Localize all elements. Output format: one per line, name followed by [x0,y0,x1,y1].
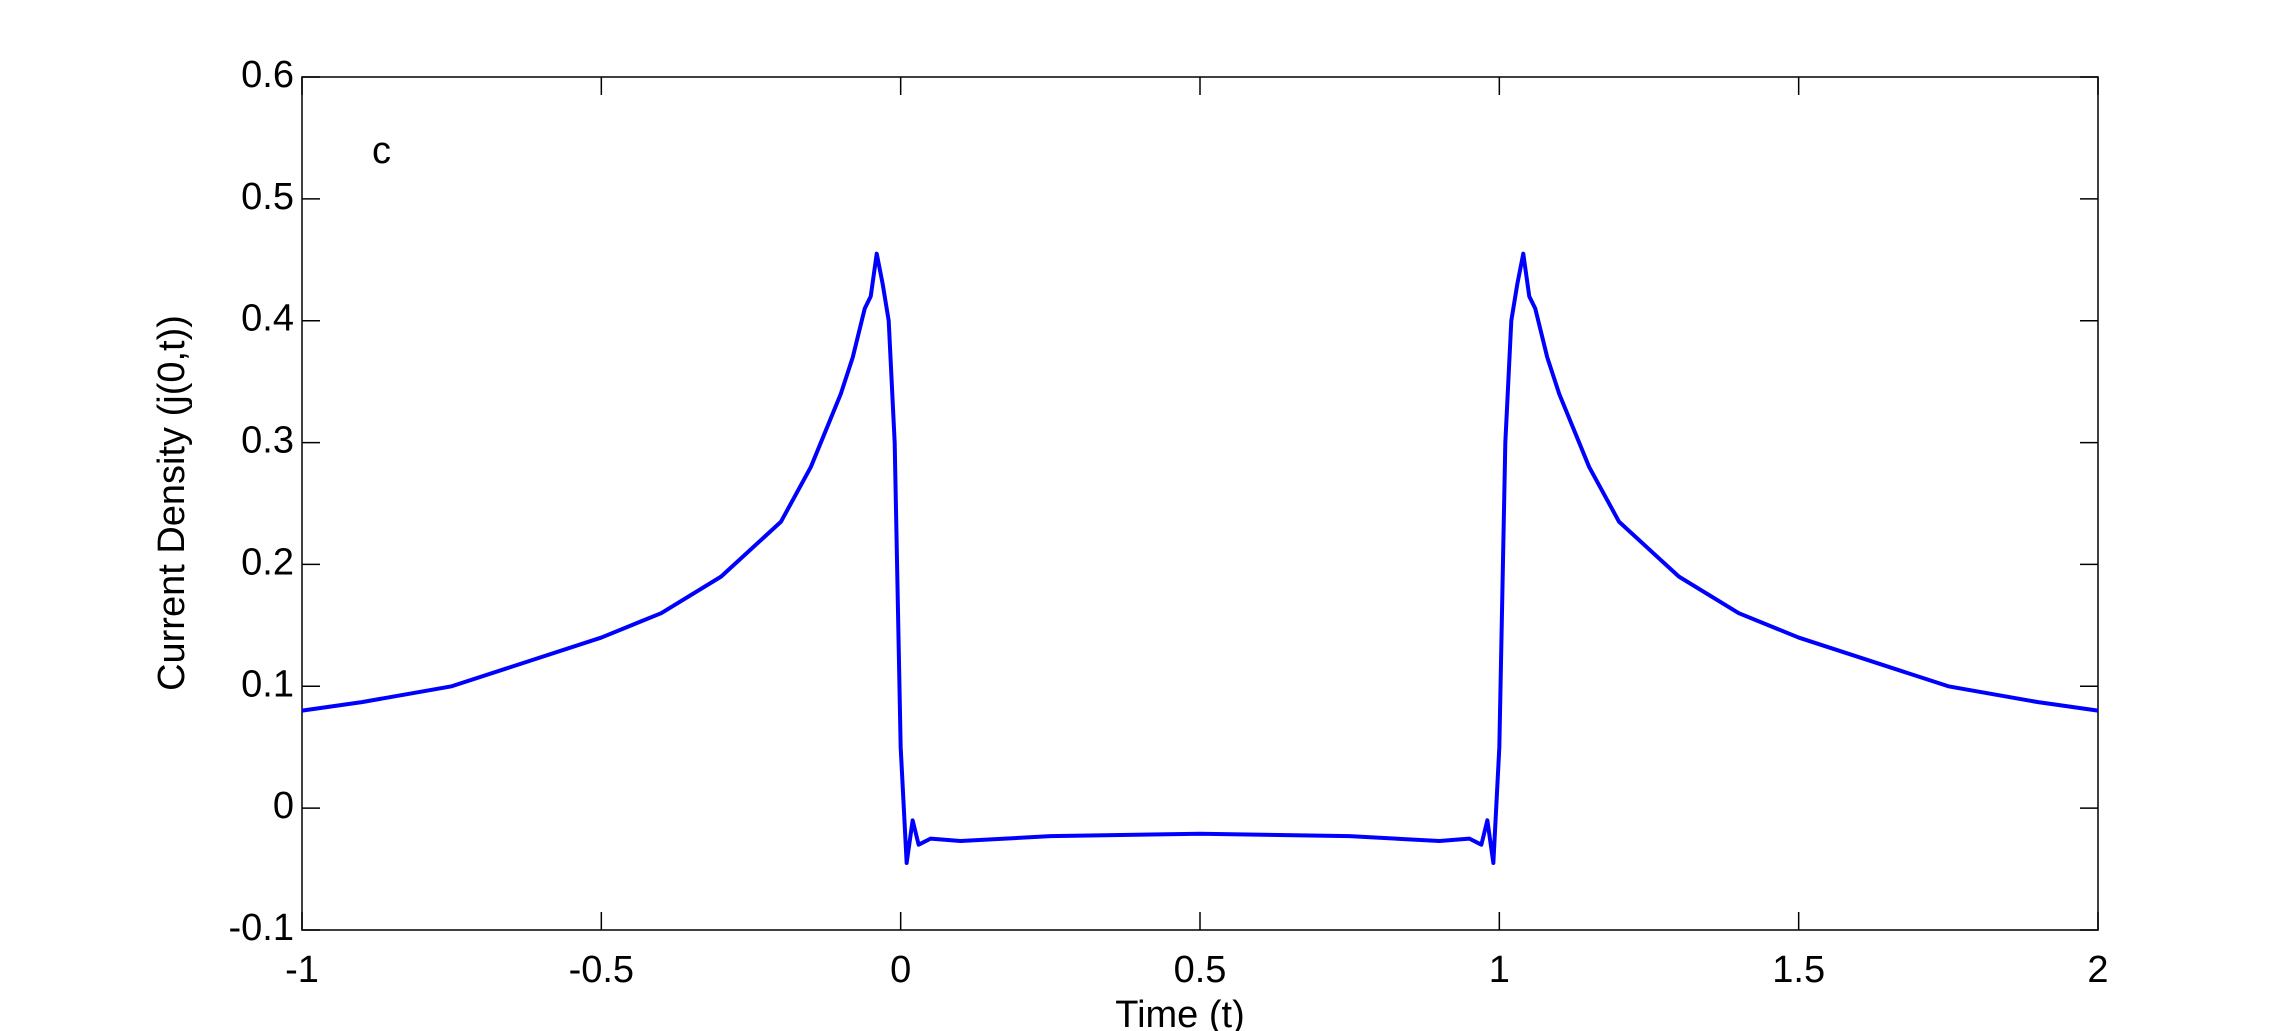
y-tick-label: 0.1 [241,663,294,705]
x-tick-label: 2 [2087,949,2108,991]
y-tick-label: 0.4 [241,298,294,340]
y-tick-label: 0.6 [241,54,294,96]
y-tick-label: 0.2 [241,541,294,583]
x-axis-label: Time (t) [1115,994,1244,1031]
x-tick-label: -1 [285,949,319,991]
x-tick-label: 0 [890,949,911,991]
y-axis-label: Current Density (j(0,t)) [151,315,193,691]
y-tick-label: 0 [273,785,294,827]
x-tick-label: 1 [1489,949,1510,991]
y-tick-label: -0.1 [229,907,294,949]
y-tick-label: 0.5 [241,176,294,218]
axes-box [301,76,2099,931]
x-tick-label: -0.5 [569,949,634,991]
x-tick-label: 0.5 [1174,949,1227,991]
y-tick-label: 0.3 [241,420,294,462]
data-line [301,251,2099,865]
x-tick-label: 1.5 [1772,949,1825,991]
annotation: c [372,130,391,172]
